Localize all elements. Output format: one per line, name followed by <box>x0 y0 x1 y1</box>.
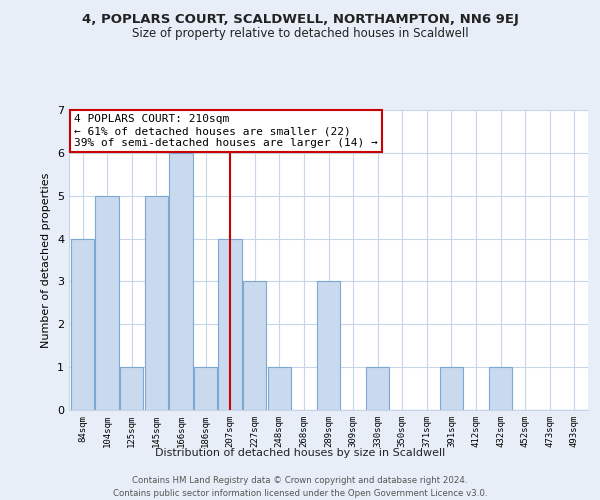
Bar <box>120 367 143 410</box>
Text: 4 POPLARS COURT: 210sqm
← 61% of detached houses are smaller (22)
39% of semi-de: 4 POPLARS COURT: 210sqm ← 61% of detache… <box>74 114 378 148</box>
Bar <box>440 367 463 410</box>
Bar <box>218 238 242 410</box>
Bar <box>489 367 512 410</box>
Bar <box>145 196 168 410</box>
Bar <box>317 282 340 410</box>
Bar <box>243 282 266 410</box>
Bar <box>366 367 389 410</box>
Y-axis label: Number of detached properties: Number of detached properties <box>41 172 52 348</box>
Text: Contains public sector information licensed under the Open Government Licence v3: Contains public sector information licen… <box>113 489 487 498</box>
Bar <box>95 196 119 410</box>
Text: 4, POPLARS COURT, SCALDWELL, NORTHAMPTON, NN6 9EJ: 4, POPLARS COURT, SCALDWELL, NORTHAMPTON… <box>82 12 518 26</box>
Bar <box>194 367 217 410</box>
Bar <box>169 153 193 410</box>
Bar <box>268 367 291 410</box>
Text: Size of property relative to detached houses in Scaldwell: Size of property relative to detached ho… <box>131 28 469 40</box>
Text: Contains HM Land Registry data © Crown copyright and database right 2024.: Contains HM Land Registry data © Crown c… <box>132 476 468 485</box>
Text: Distribution of detached houses by size in Scaldwell: Distribution of detached houses by size … <box>155 448 445 458</box>
Bar <box>71 238 94 410</box>
